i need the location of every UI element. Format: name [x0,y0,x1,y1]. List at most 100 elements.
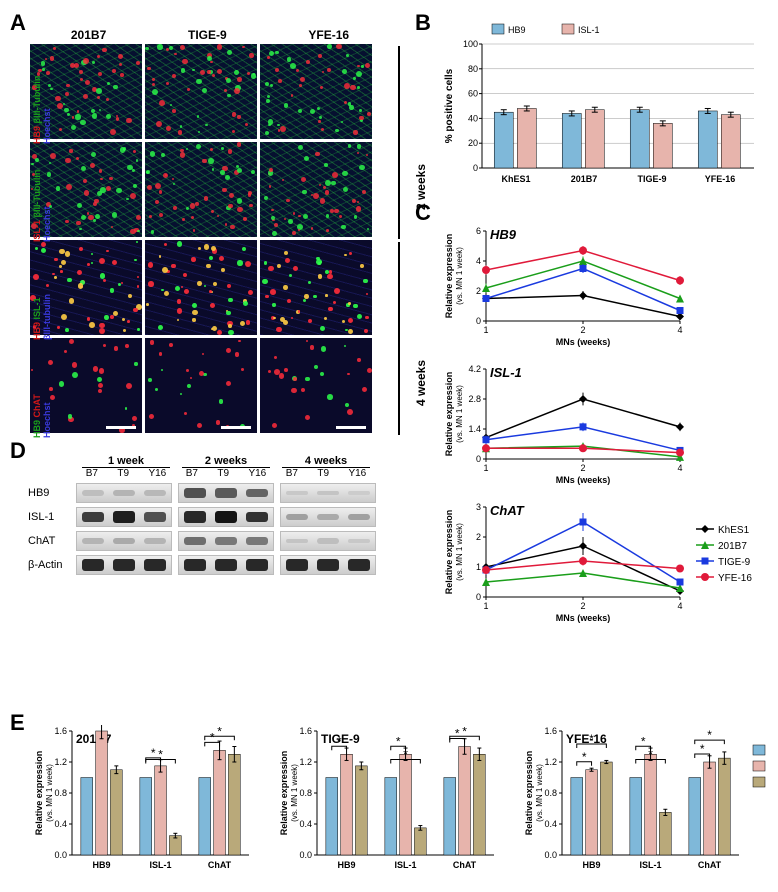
label-D: D [10,438,26,464]
panel-A-col: YFE-16 [308,28,349,42]
svg-text:ChAT: ChAT [698,860,722,870]
micrograph [260,240,372,335]
micrograph [145,142,257,237]
svg-text:*: * [462,725,467,738]
svg-text:2: 2 [580,463,585,473]
svg-text:4: 4 [476,256,481,266]
svg-text:(vs. MN 1 week): (vs. MN 1 week) [45,764,54,822]
svg-text:2.8: 2.8 [468,394,481,404]
svg-text:% positive cells: % positive cells [444,68,455,143]
svg-text:1.2: 1.2 [54,757,67,767]
svg-text:(vs. MN 1 week): (vs. MN 1 week) [535,764,544,822]
blot-row: ISL-1 [28,507,398,527]
svg-text:0.4: 0.4 [299,819,312,829]
svg-text:*: * [217,725,222,738]
svg-text:*: * [707,728,712,742]
micrograph [145,338,257,433]
panel-B-barchart: 020406080100% positive cellsHB9ISL-1KhES… [440,20,760,200]
svg-text:0.0: 0.0 [54,850,67,860]
label-E: E [10,710,25,736]
svg-text:0.8: 0.8 [299,788,312,798]
svg-text:HB9: HB9 [582,860,600,870]
svg-text:*: * [648,748,653,762]
panel-A: 201B7 TIGE-9 YFE-16 HB9 βIII-TubulinHoechs… [30,28,390,433]
svg-text:ISL-1: ISL-1 [490,365,522,380]
panel-E-barcharts: 0.00.40.81.21.6Relative expression(vs. M… [30,725,768,880]
side-bar [398,46,400,239]
svg-text:KhES1: KhES1 [718,525,750,536]
svg-text:Relative expression: Relative expression [279,751,289,836]
svg-text:TIGE-9: TIGE-9 [637,174,666,184]
panel-A-rowlabel: HB9 ChATHoechst [32,394,52,438]
svg-text:(vs. MN 1 week): (vs. MN 1 week) [455,247,464,305]
svg-text:ISL-1: ISL-1 [639,860,661,870]
svg-text:60: 60 [468,89,478,99]
svg-text:YFE-16: YFE-16 [705,174,736,184]
svg-text:Relative expression: Relative expression [34,751,44,836]
micrograph [260,338,372,433]
svg-text:ChAT: ChAT [453,860,477,870]
side-label: 2 weeks [414,164,428,210]
svg-text:0: 0 [476,316,481,326]
svg-text:*: * [641,734,646,748]
panel-C-linecharts: HB9 0 2 4 6 1 2 4 MNs (weeks) Relative expression… [440,215,768,630]
svg-text:1.2: 1.2 [544,757,557,767]
micrograph [260,44,372,139]
panel-A-rowlabel: ISL-1 βIII-TubulinHoechst [32,170,52,242]
svg-text:2: 2 [476,286,481,296]
svg-text:1.2: 1.2 [299,757,312,767]
figure-root: A B C D E 201B7TIGE-9YFE-16 HB9 βIII-Tub… [10,10,768,882]
svg-text:ChAT: ChAT [490,503,525,518]
svg-text:201B7: 201B7 [718,541,747,552]
svg-text:0.8: 0.8 [544,788,557,798]
svg-text:6: 6 [476,226,481,236]
svg-text:100: 100 [463,39,478,49]
svg-text:ChAT: ChAT [208,860,232,870]
side-label: 4 weeks [414,360,428,406]
panel-A-col: TIGE-9 [188,28,227,42]
svg-text:HB9: HB9 [490,227,517,242]
svg-text:1: 1 [483,601,488,611]
svg-text:YFE-16: YFE-16 [718,573,752,584]
svg-text:*: * [455,727,460,741]
svg-text:HB9: HB9 [92,860,110,870]
svg-text:ISL-1: ISL-1 [149,860,171,870]
svg-text:1.6: 1.6 [54,726,67,736]
svg-text:Relative expression: Relative expression [444,372,454,457]
blot-row: HB9 [28,483,398,503]
svg-text:2: 2 [580,601,585,611]
panel-D-westernblot: 1 weekB7T9Y162 weeksB7T9Y164 weeksB7T9Y1… [28,455,398,575]
svg-text:*: * [210,730,215,744]
blot-row: β-Actin [28,555,398,575]
westernblot-header: 1 weekB7T9Y162 weeksB7T9Y164 weeksB7T9Y1… [28,455,398,479]
svg-text:1: 1 [483,463,488,473]
svg-text:0.0: 0.0 [299,850,312,860]
svg-text:*: * [403,748,408,762]
svg-text:ISL-1: ISL-1 [578,25,600,35]
panel-A-col: 201B7 [71,28,106,42]
svg-text:201B7: 201B7 [571,174,598,184]
svg-text:Relative expression: Relative expression [524,751,534,836]
svg-text:*: * [151,746,156,760]
svg-text:*: * [337,734,342,748]
svg-text:Relative expression: Relative expression [444,234,454,319]
panel-A-rowlabel: HB9 βIII-TubulinHoechst [32,76,52,144]
label-B: B [415,10,431,36]
side-bar [398,242,400,435]
svg-text:*: * [396,734,401,748]
svg-text:Relative expression: Relative expression [444,510,454,595]
svg-text:1.6: 1.6 [299,726,312,736]
svg-text:2: 2 [580,325,585,335]
svg-text:MNs (weeks): MNs (weeks) [556,613,611,623]
svg-text:4.2: 4.2 [468,364,481,374]
svg-text:(vs. MN 1 week): (vs. MN 1 week) [455,523,464,581]
svg-text:(vs. MN 1 week): (vs. MN 1 week) [290,764,299,822]
svg-text:4: 4 [677,325,682,335]
svg-text:(vs. MN 1 week): (vs. MN 1 week) [455,385,464,443]
micrograph-grid [30,44,390,433]
svg-text:0.8: 0.8 [54,788,67,798]
svg-text:*: * [158,748,163,762]
svg-text:*: * [589,732,594,746]
svg-text:MNs (weeks): MNs (weeks) [556,475,611,485]
micrograph [260,142,372,237]
